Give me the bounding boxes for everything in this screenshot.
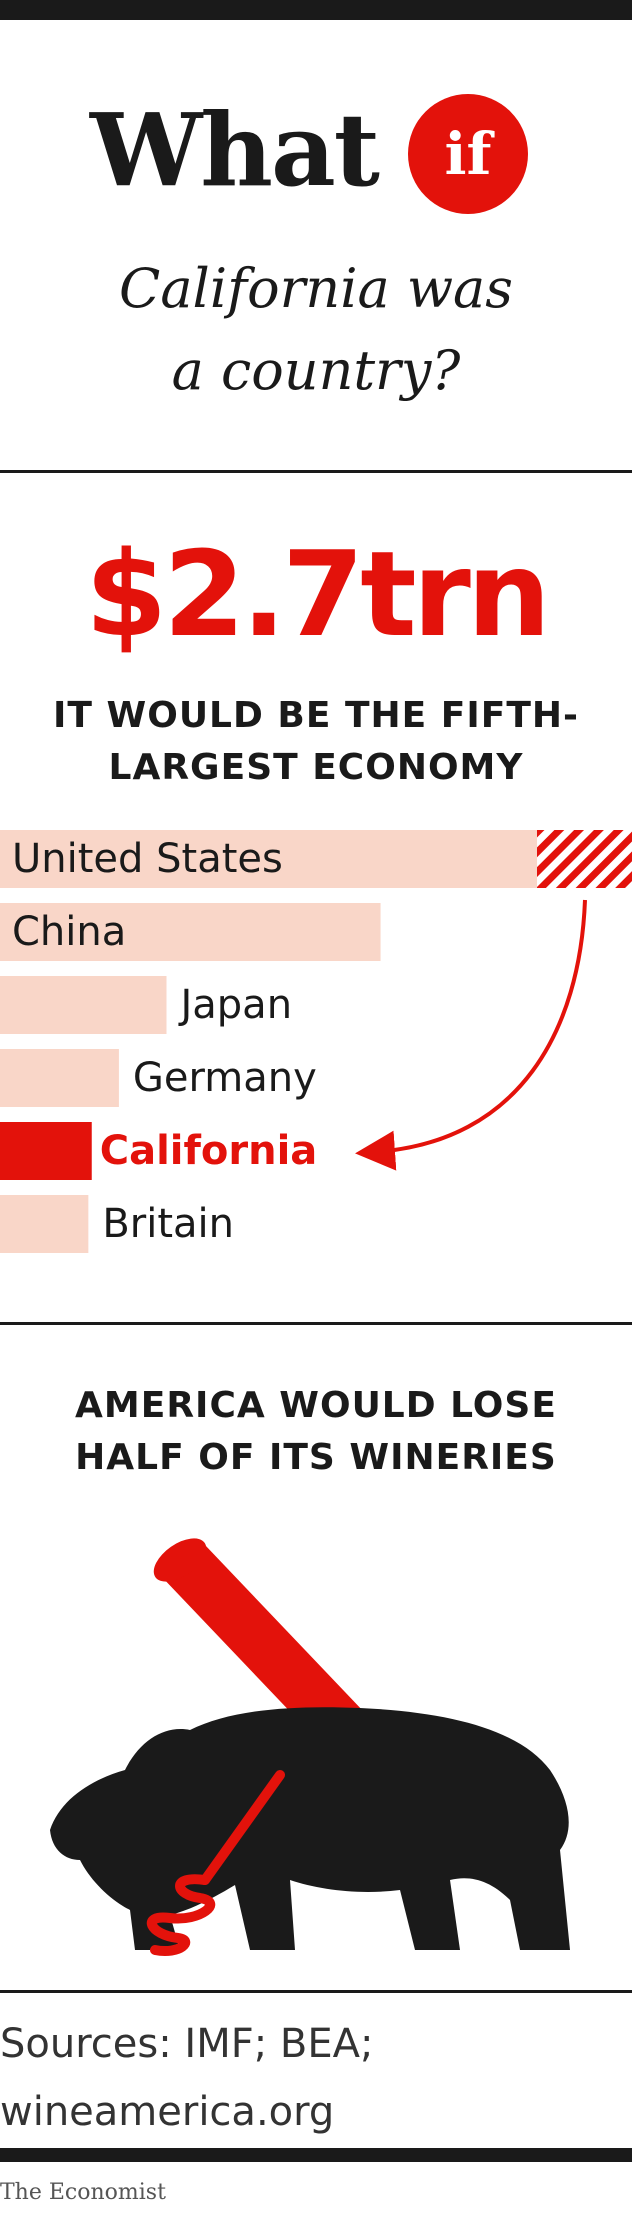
bar-china	[0, 903, 381, 961]
label-china: China	[12, 909, 126, 955]
corkscrew-spiral	[146, 1874, 216, 1956]
if-badge: if	[408, 94, 528, 214]
economy-headline: IT WOULD BE THE FIFTH- LARGEST ECONOMY	[0, 690, 632, 794]
label-japan: Japan	[177, 982, 292, 1028]
subtitle-line-1: California was	[119, 257, 513, 320]
bar-japan	[0, 976, 167, 1034]
section-divider-3	[0, 1990, 632, 1993]
economy-headline-line-2: LARGEST ECONOMY	[108, 747, 524, 788]
wineries-headline: AMERICA WOULD LOSE HALF OF ITS WINERIES	[0, 1380, 632, 1484]
corkscrew-handle-cap	[153, 1538, 207, 1582]
bar-united-states	[0, 830, 537, 888]
label-britain: Britain	[102, 1201, 234, 1247]
publisher-credit: The Economist	[0, 2180, 166, 2205]
label-california: California	[100, 1128, 318, 1174]
sources-line-2: wineamerica.org	[0, 2089, 335, 2135]
sources-line-1: Sources: IMF; BEA;	[0, 2021, 374, 2067]
gdp-stat: $2.7trn	[85, 525, 551, 663]
bear-with-corkscrew-icon	[50, 1538, 570, 1956]
section-divider-2	[0, 1322, 632, 1325]
sources-note: Sources: IMF; BEA; wineamerica.org	[0, 2010, 632, 2146]
bear-silhouette	[50, 1707, 570, 1950]
gdp-bar-chart: United States China Japan Germany California…	[0, 830, 632, 1253]
corkscrew-shaft	[200, 1770, 285, 1885]
wineries-headline-line-1: AMERICA WOULD LOSE	[75, 1385, 557, 1426]
header-word: What	[90, 91, 380, 209]
top-rule	[0, 0, 632, 20]
label-united-states: United States	[12, 836, 283, 882]
economy-headline-line-1: IT WOULD BE THE FIFTH-	[53, 695, 579, 736]
bar-california	[0, 1122, 92, 1180]
section-divider-1	[0, 470, 632, 473]
subtitle: California was a country?	[0, 248, 632, 412]
california-share-arrow	[355, 899, 587, 1171]
wineries-headline-line-2: HALF OF ITS WINERIES	[75, 1437, 557, 1478]
bar-germany	[0, 1049, 119, 1107]
bar-britain	[0, 1195, 89, 1253]
bar-united-states-california-share	[537, 830, 632, 888]
subtitle-line-2: a country?	[171, 339, 461, 402]
bottom-rule	[0, 2148, 632, 2162]
label-germany: Germany	[133, 1055, 317, 1101]
